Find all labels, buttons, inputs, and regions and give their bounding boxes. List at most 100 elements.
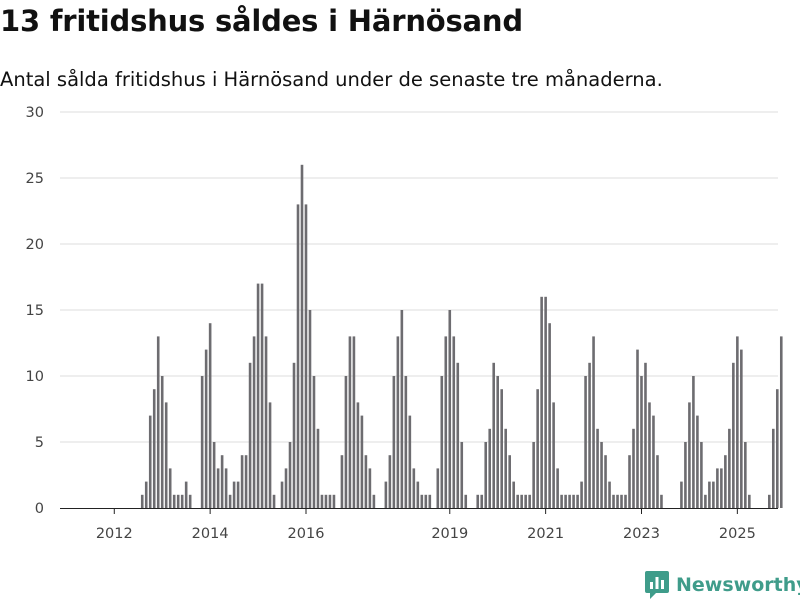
bar (512, 481, 515, 508)
bar (212, 442, 216, 508)
bar (656, 455, 659, 508)
bar (368, 468, 372, 508)
y-tick-label: 30 (26, 105, 44, 121)
bar (696, 415, 699, 508)
bar (272, 494, 276, 508)
bar (588, 362, 591, 508)
bar (560, 494, 563, 508)
bar (300, 164, 304, 509)
bar (779, 336, 783, 508)
bar (344, 376, 348, 508)
bar (268, 402, 272, 508)
bar (296, 204, 300, 508)
bar (400, 310, 404, 508)
bar (392, 376, 396, 508)
bar (140, 494, 144, 508)
bar (172, 494, 176, 508)
x-tick-label: 2021 (527, 526, 564, 542)
bar (480, 494, 484, 508)
bar (148, 415, 152, 508)
bar (216, 468, 220, 508)
y-axis-labels: 0 5 10 15 20 25 30 (26, 105, 44, 517)
bar (492, 362, 496, 508)
bar (564, 494, 567, 508)
bar (460, 442, 464, 508)
bar (744, 442, 747, 508)
bar (612, 494, 615, 508)
x-tick-label: 2023 (623, 526, 660, 542)
bar (771, 428, 775, 508)
y-tick-label: 5 (35, 435, 44, 451)
bar (312, 376, 316, 508)
bar (144, 481, 148, 508)
bar (524, 494, 527, 508)
brand-name: Newsworthy (676, 574, 800, 596)
bar (248, 362, 252, 508)
bar (160, 376, 164, 508)
bar (452, 336, 456, 508)
bar (236, 481, 240, 508)
bar (292, 362, 296, 508)
bar (340, 455, 344, 508)
x-tick-label: 2014 (192, 526, 229, 542)
gridlines (60, 111, 778, 443)
bar (364, 455, 368, 508)
bar (600, 442, 603, 508)
bar (428, 494, 432, 508)
bar (724, 455, 727, 508)
bar (528, 494, 531, 508)
bar (728, 428, 731, 508)
bar (712, 481, 715, 508)
bar (484, 442, 488, 508)
chart-subtitle: Antal sålda fritidshus i Härnösand under… (0, 68, 663, 91)
x-tick-label: 2016 (288, 526, 325, 542)
annotations: 13 (784, 0, 800, 4)
bar (540, 296, 543, 508)
bar (488, 428, 492, 508)
bar (520, 494, 523, 508)
bar (396, 336, 400, 508)
bar (308, 310, 312, 508)
bar (320, 494, 324, 508)
bar (748, 494, 751, 508)
bar (228, 494, 232, 508)
bar (220, 455, 224, 508)
bar (232, 481, 236, 508)
bar (716, 468, 719, 508)
bar (652, 415, 655, 508)
bar (184, 481, 188, 508)
bar (372, 494, 376, 508)
bar (548, 323, 551, 508)
bar (188, 494, 192, 508)
bar (616, 494, 619, 508)
bar (420, 494, 424, 508)
bar (204, 349, 208, 508)
bar (700, 442, 703, 508)
bars (140, 164, 783, 509)
bar (660, 494, 663, 508)
y-tick-label: 25 (26, 171, 44, 187)
bar (316, 428, 320, 508)
bar (572, 494, 575, 508)
bar (384, 481, 388, 508)
bar (152, 389, 156, 508)
bar (648, 402, 651, 508)
bar (416, 481, 420, 508)
bar (592, 336, 595, 508)
bar (360, 415, 364, 508)
bar (404, 376, 408, 508)
x-tick-label: 2012 (96, 526, 133, 542)
bar (568, 494, 571, 508)
bar (424, 494, 428, 508)
bar (332, 494, 336, 508)
bar (280, 481, 284, 508)
bar (636, 349, 639, 508)
bar (156, 336, 160, 508)
bar (628, 455, 631, 508)
bar (516, 494, 519, 508)
bar (604, 455, 607, 508)
bar (264, 336, 268, 508)
bar (775, 389, 779, 508)
x-tick-label: 2019 (431, 526, 468, 542)
